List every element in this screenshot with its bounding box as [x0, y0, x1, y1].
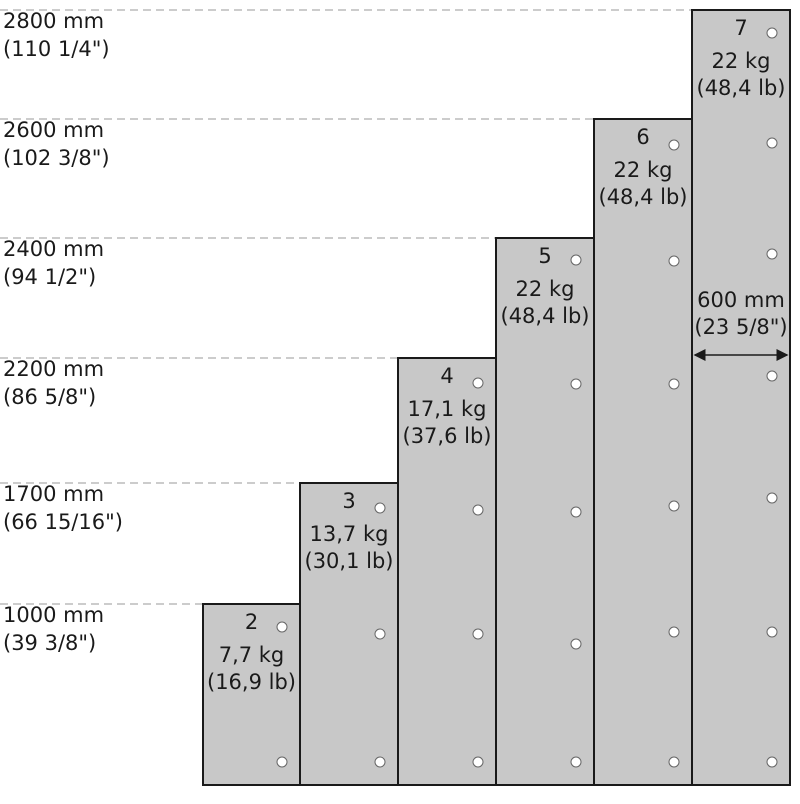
- hole: [766, 756, 778, 768]
- level-mm: 2800 mm: [3, 9, 104, 33]
- hole: [570, 254, 582, 266]
- hole: [276, 621, 288, 633]
- level-inch: (39 3/8"): [3, 631, 96, 655]
- panel: [397, 357, 497, 786]
- level-inch: (94 1/2"): [3, 265, 96, 289]
- hole: [766, 137, 778, 149]
- panel-weight-kg: 7,7 kg: [219, 643, 285, 667]
- panel-number: 7: [734, 16, 747, 40]
- hole: [668, 500, 680, 512]
- hole: [766, 27, 778, 39]
- level-inch: (110 1/4"): [3, 37, 110, 61]
- hole: [570, 506, 582, 518]
- panel-weight-lb: (48,4 lb): [599, 185, 688, 209]
- hole: [766, 626, 778, 638]
- hole: [472, 628, 484, 640]
- width-mm: 600 mm: [697, 288, 785, 312]
- level-mm: 1700 mm: [3, 482, 104, 506]
- hole: [766, 370, 778, 382]
- hole: [374, 756, 386, 768]
- hole: [276, 756, 288, 768]
- width-inch: (23 5/8"): [694, 315, 787, 339]
- panel: [593, 118, 693, 786]
- hole: [472, 504, 484, 516]
- hole: [570, 378, 582, 390]
- hole: [668, 255, 680, 267]
- hole: [472, 756, 484, 768]
- level-mm: 2600 mm: [3, 118, 104, 142]
- panel-weight-lb: (48,4 lb): [697, 76, 786, 100]
- hole: [570, 638, 582, 650]
- panel-number: 4: [440, 364, 453, 388]
- hole: [766, 248, 778, 260]
- panel: [691, 9, 791, 786]
- level-mm: 1000 mm: [3, 603, 104, 627]
- panel-number: 2: [245, 610, 258, 634]
- panel-weight-kg: 13,7 kg: [310, 522, 389, 546]
- layer: 2800 mm(110 1/4")2600 mm(102 3/8")2400 m…: [0, 9, 791, 786]
- level-mm: 2400 mm: [3, 237, 104, 261]
- panel-number: 5: [538, 244, 551, 268]
- hole: [668, 139, 680, 151]
- level-mm: 2200 mm: [3, 357, 104, 381]
- hole: [668, 626, 680, 638]
- panel: [202, 603, 301, 786]
- hole: [472, 377, 484, 389]
- hole: [374, 502, 386, 514]
- panel-weight-kg: 22 kg: [516, 277, 575, 301]
- panel-weight-lb: (16,9 lb): [207, 670, 296, 694]
- panel-weight-lb: (48,4 lb): [501, 304, 590, 328]
- level-inch: (86 5/8"): [3, 385, 96, 409]
- panel-weight-kg: 22 kg: [712, 49, 771, 73]
- panel-number: 6: [636, 125, 649, 149]
- level-inch: (66 15/16"): [3, 510, 123, 534]
- hole: [668, 756, 680, 768]
- panel-weight-lb: (30,1 lb): [305, 549, 394, 573]
- hole: [668, 378, 680, 390]
- hole: [374, 628, 386, 640]
- panel-weight-kg: 17,1 kg: [408, 397, 487, 421]
- level-inch: (102 3/8"): [3, 146, 110, 170]
- panel-weight-lb: (37,6 lb): [403, 424, 492, 448]
- panel-weight-kg: 22 kg: [614, 158, 673, 182]
- panel-number: 3: [342, 489, 355, 513]
- hole: [570, 756, 582, 768]
- hole: [766, 492, 778, 504]
